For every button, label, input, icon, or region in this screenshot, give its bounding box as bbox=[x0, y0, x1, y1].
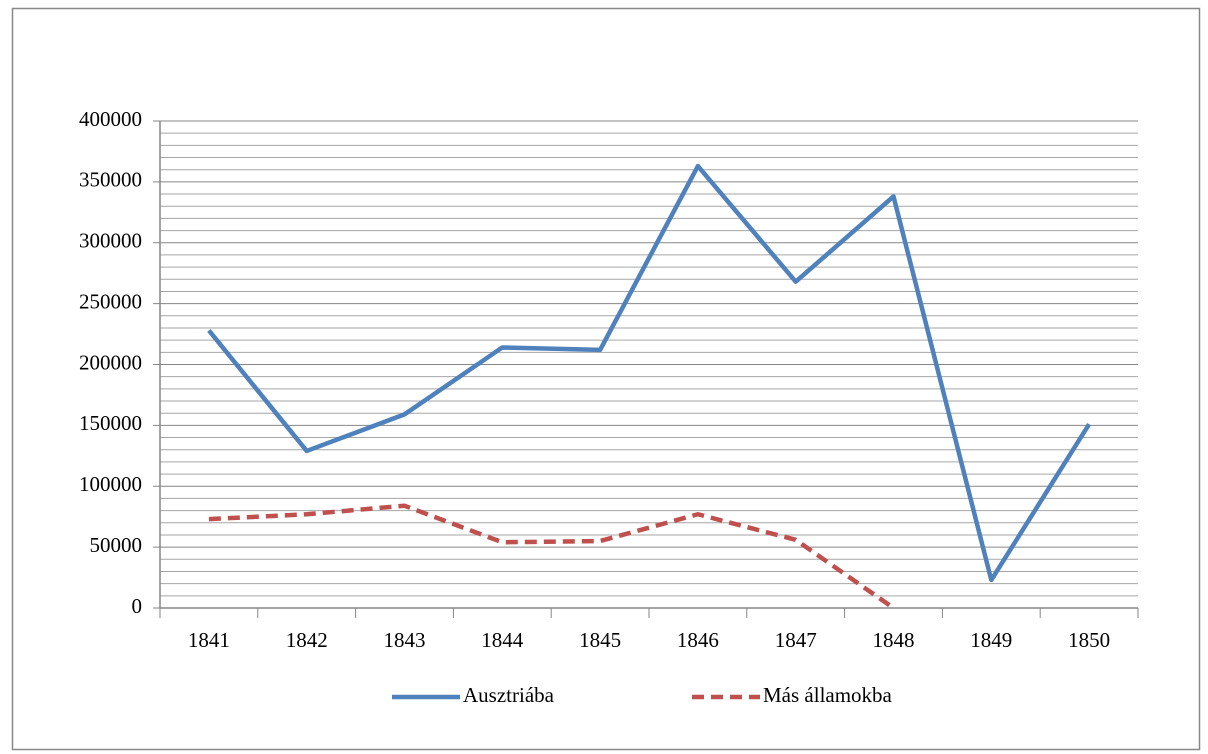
x-tick-label: 1844 bbox=[481, 628, 524, 652]
x-tick-label: 1841 bbox=[188, 628, 230, 652]
y-tick-label: 200000 bbox=[79, 350, 142, 374]
y-tick-label: 300000 bbox=[79, 229, 142, 253]
y-tick-label: 150000 bbox=[79, 411, 142, 435]
x-tick-label: 1843 bbox=[384, 628, 426, 652]
y-tick-label: 400000 bbox=[79, 107, 142, 131]
series-line bbox=[207, 163, 1092, 583]
x-tick-label: 1842 bbox=[286, 628, 328, 652]
x-tick-label: 1850 bbox=[1068, 628, 1110, 652]
chart-border bbox=[11, 7, 1201, 751]
legend-label: Ausztriába bbox=[463, 683, 555, 707]
y-tick-label: 250000 bbox=[79, 289, 142, 313]
x-tick-label: 1845 bbox=[579, 628, 621, 652]
x-tick-label: 1846 bbox=[677, 628, 719, 652]
x-tick-label: 1849 bbox=[970, 628, 1012, 652]
series-line bbox=[208, 503, 895, 610]
legend-label: Más államokba bbox=[763, 683, 893, 707]
y-tick-label: 50000 bbox=[90, 533, 143, 557]
y-tick-label: 350000 bbox=[79, 168, 142, 192]
y-tick-label: 0 bbox=[132, 594, 143, 618]
x-tick-label: 1847 bbox=[775, 628, 817, 652]
y-tick-label: 100000 bbox=[79, 472, 142, 496]
x-tick-label: 1848 bbox=[873, 628, 915, 652]
